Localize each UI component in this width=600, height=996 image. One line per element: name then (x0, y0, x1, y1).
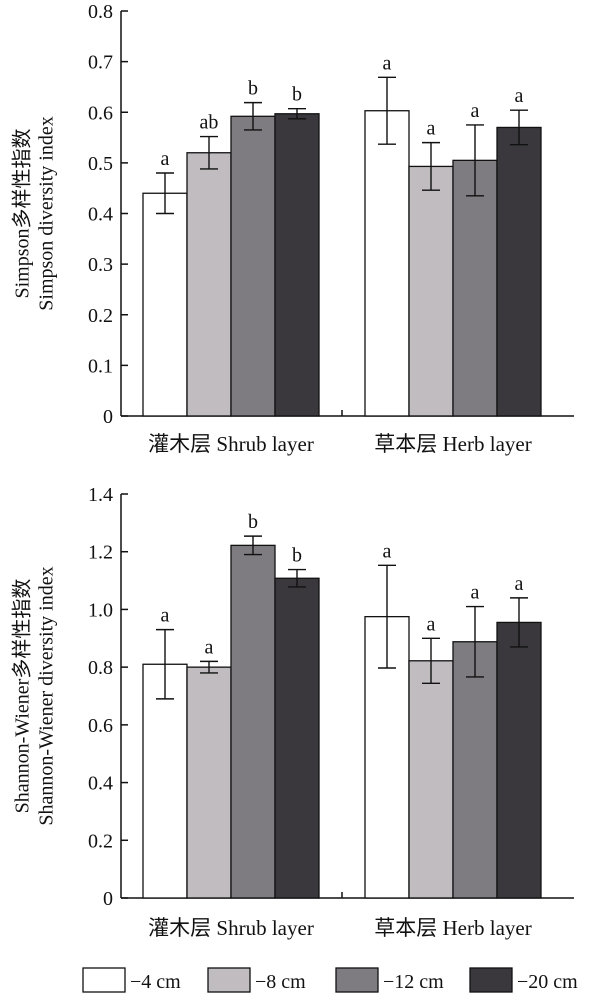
y-tick-label: 1.2 (88, 542, 113, 564)
significance-label: a (383, 52, 392, 74)
bar (142, 192, 188, 417)
legend: −4 cm −8 cm −12 cm −20 cm (82, 967, 578, 993)
y-tick-label: 1.4 (88, 484, 113, 506)
y-tick-label: 0 (103, 888, 113, 910)
bar (230, 544, 276, 899)
y-axis-label: Simpson diversity index (36, 116, 58, 310)
bar (274, 577, 320, 899)
significance-label: a (471, 582, 480, 604)
y-tick-label: 0.7 (88, 52, 113, 74)
significance-label: a (427, 118, 436, 140)
significance-label: b (248, 78, 258, 100)
y-tick-label: 0.3 (88, 254, 113, 276)
y-tick-label: 0.6 (88, 715, 113, 737)
y-tick-label: 0.4 (88, 204, 113, 226)
legend-swatch (335, 967, 379, 993)
bar (452, 641, 498, 899)
category-label: 草本层 Herb layer (374, 432, 531, 456)
significance-label: a (383, 540, 392, 562)
significance-label: a (471, 100, 480, 122)
legend-label: −8 cm (255, 971, 306, 993)
bar (496, 126, 542, 417)
legend-label: −20 cm (517, 971, 578, 993)
legend-swatch (207, 967, 251, 993)
significance-label: a (515, 573, 524, 595)
category-label: 灌木层 Shrub layer (148, 432, 314, 456)
legend-label: −12 cm (383, 971, 444, 993)
significance-label: ab (200, 112, 219, 134)
significance-label: a (161, 605, 170, 627)
bar (364, 110, 410, 417)
category-label: 灌木层 Shrub layer (148, 916, 314, 940)
significance-label: b (292, 84, 302, 106)
y-tick-label: 0.4 (88, 773, 113, 795)
y-axis-label: Shannon-Wiener diversity index (36, 566, 58, 825)
chart-panel-2: 0 0.2 0.4 0.6 0.8 1.0 1.2 1.4 Shannon-Wiener多样性指… (11, 484, 574, 940)
y-tick-label: 0.2 (88, 830, 113, 852)
y-tick-label: 0 (103, 406, 113, 428)
chart-panel-1: 0 0.1 0.2 0.3 0.4 0.5 0.6 0.7 0.8 Simpson多样性指数 Sim… (11, 1, 574, 456)
bar (408, 165, 454, 417)
bar (274, 113, 320, 417)
bar (408, 660, 454, 899)
y-tick-label: 0.1 (88, 355, 113, 377)
y-tick-label: 1.0 (88, 599, 113, 621)
significance-label: b (292, 545, 302, 567)
significance-label: a (161, 148, 170, 170)
legend-swatch (82, 967, 126, 993)
bar (452, 159, 498, 417)
y-axis-label: Simpson多样性指数 (11, 128, 34, 298)
significance-label: a (515, 85, 524, 107)
bar (186, 666, 232, 899)
category-label: 草本层 Herb layer (374, 916, 531, 940)
y-axis-label: Shannon-Wiener多样性指数 (11, 579, 34, 814)
significance-label: b (248, 511, 258, 533)
y-tick-label: 0.5 (88, 153, 113, 175)
legend-swatch (469, 967, 513, 993)
y-tick-label: 0.2 (88, 305, 113, 327)
bar (230, 115, 276, 417)
bar (496, 621, 542, 899)
y-tick-label: 0.8 (88, 657, 113, 679)
significance-label: a (427, 613, 436, 635)
significance-label: a (205, 636, 214, 658)
bar (186, 152, 232, 417)
legend-label: −4 cm (130, 971, 181, 993)
y-tick-label: 0.6 (88, 102, 113, 124)
y-tick-label: 0.8 (88, 1, 113, 23)
